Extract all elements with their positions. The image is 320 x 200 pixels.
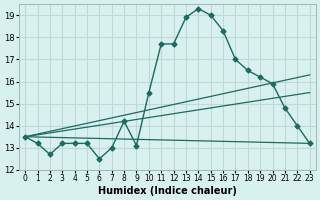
X-axis label: Humidex (Indice chaleur): Humidex (Indice chaleur) [98,186,237,196]
